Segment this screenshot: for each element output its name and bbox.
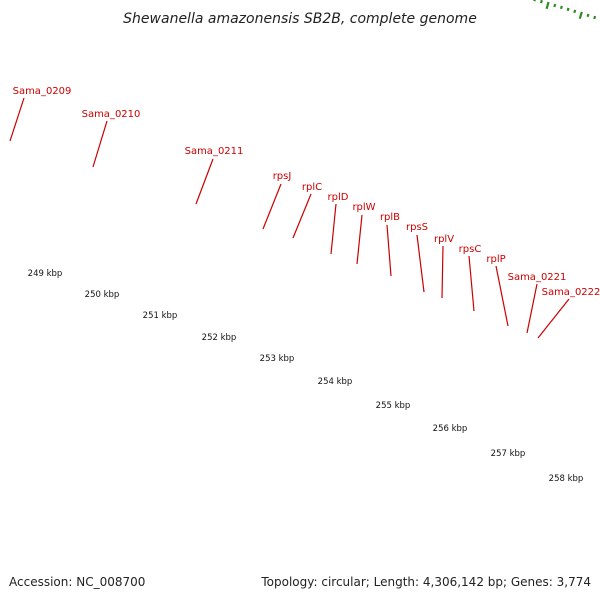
gene-label: Sama_0221 [508,272,567,283]
inner-minor-tick [586,13,590,18]
gene-leader-line [441,245,444,299]
scale-label: 252 kbp [202,333,237,343]
inner-minor-tick [559,5,563,10]
gene-leader-line [386,224,392,277]
inner-minor-tick [533,0,536,2]
gene-label: rpsJ [273,171,292,182]
gene-label: rplB [380,212,400,223]
topology-summary-text: Topology: circular; Length: 4,306,142 bp… [260,575,591,589]
gene-label: rplC [302,182,322,193]
scale-label: 255 kbp [376,401,411,411]
gene-label: rpsC [459,244,482,255]
gene-leader-line [330,203,337,255]
gene-leader-line [92,120,108,168]
gene-leader-line [495,265,509,327]
map-title: Shewanella amazonensis SB2B, complete ge… [123,11,477,27]
scale-label: 253 kbp [260,354,295,364]
gene-label-layer: Sama_0209Sama_0210Sama_0211rpsJrplCrplDr… [9,86,600,339]
gene-label: Sama_0210 [82,109,141,120]
scale-label: 249 kbp [28,269,63,279]
gene-label: rplD [328,192,349,203]
scale-label: 258 kbp [549,474,584,484]
gene-label: rplP [486,254,505,265]
accession-text: Accession: NC_008700 [9,575,145,589]
gene-label: rplW [352,202,375,213]
gene-leader-line [468,255,475,312]
scale-label: 254 kbp [318,377,353,387]
inner-minor-tick [593,15,597,20]
gene-leader-line [416,234,425,293]
inner-major-tick [578,11,583,19]
inner-minor-tick [573,9,577,14]
inner-major-tick [545,1,550,10]
scale-label-layer: 249 kbp 250 kbp 251 kbp 252 kbp 253 kbp 254 k… [28,269,584,484]
gene-leader-line [9,97,25,142]
gene-leader-line [195,158,214,205]
scale-label: 251 kbp [143,311,178,321]
gene-leader-line [537,298,570,339]
scale-label: 250 kbp [85,290,120,300]
inner-minor-tick [539,0,543,4]
gene-leader-line [292,193,312,239]
gene-leader-line [356,214,363,265]
scale-label: 256 kbp [433,424,468,434]
inner-minor-tick [553,3,557,8]
gene-label: rpsS [406,222,428,233]
scale-label: 257 kbp [491,449,526,459]
gene-label: Sama_0222 [542,287,600,298]
gene-leader-line [526,283,538,334]
gene-label: rplV [434,234,454,245]
inner-tick-ring [533,0,600,21]
inner-minor-tick [566,7,570,12]
gene-leader-line [262,183,282,230]
gene-label: Sama_0211 [185,146,244,157]
gene-label: Sama_0209 [13,86,72,97]
